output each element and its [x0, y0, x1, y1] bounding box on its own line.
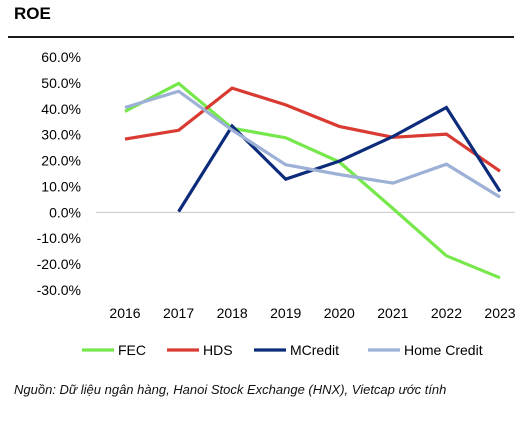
y-tick-label: 40.0% — [41, 101, 81, 117]
source-note: Nguồn: Dữ liệu ngân hàng, Hanoi Stock Ex… — [14, 382, 447, 397]
x-tick-label: 2019 — [270, 305, 301, 321]
y-tick-label: -20.0% — [37, 256, 81, 272]
y-tick-label: -30.0% — [37, 282, 81, 298]
series-line-hds — [124, 86, 501, 173]
x-tick-label: 2021 — [377, 305, 408, 321]
roe-line-chart: 60.0% 50.0% 40.0% 30.0% 20.0% 10.0% 0.0% -10.0%… — [37, 49, 516, 358]
chart-title: ROE — [14, 4, 51, 23]
x-axis-tick-labels: 2016 2017 2018 2019 2020 2021 2022 2023 — [109, 305, 515, 321]
y-tick-label: 60.0% — [41, 49, 81, 65]
x-tick-label: 2018 — [217, 305, 248, 321]
y-axis-tick-labels: 60.0% 50.0% 40.0% 30.0% 20.0% 10.0% 0.0% -10.0%… — [37, 49, 81, 298]
y-tick-label: 50.0% — [41, 75, 81, 91]
series-line-home-credit — [124, 89, 501, 199]
y-tick-label: 10.0% — [41, 178, 81, 194]
y-tick-label: 30.0% — [41, 127, 81, 143]
legend-label: FEC — [118, 342, 146, 358]
y-tick-label: 0.0% — [49, 204, 81, 220]
y-tick-label: -10.0% — [37, 230, 81, 246]
legend-label: MCredit — [290, 342, 339, 358]
legend-label: HDS — [203, 342, 233, 358]
x-tick-label: 2020 — [324, 305, 355, 321]
legend-label: Home Credit — [404, 342, 483, 358]
title-divider — [8, 36, 514, 38]
x-tick-label: 2023 — [484, 305, 515, 321]
series-lines — [124, 81, 502, 280]
legend: FEC HDS MCredit Home Credit — [82, 342, 483, 358]
y-tick-label: 20.0% — [41, 153, 81, 169]
x-tick-label: 2016 — [109, 305, 140, 321]
series-line-mcredit — [177, 105, 502, 213]
series-line-fec — [124, 81, 501, 280]
x-tick-label: 2017 — [163, 305, 194, 321]
x-tick-label: 2022 — [431, 305, 462, 321]
